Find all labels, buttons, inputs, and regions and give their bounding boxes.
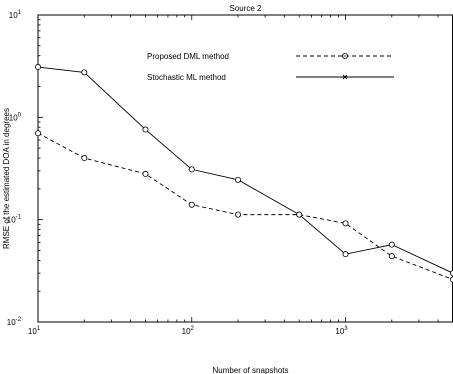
series-1 <box>35 130 453 283</box>
series-2 <box>35 64 453 277</box>
y-axis-label: RMSE of the estimated DOA in degrees <box>2 108 11 249</box>
data-point <box>342 220 349 227</box>
data-point <box>388 241 395 248</box>
data-point <box>235 211 242 218</box>
x-axis-label: Number of snapshots <box>212 366 288 374</box>
legend: Proposed DML method Stochastic ML method <box>147 52 394 82</box>
x-tick-label: 102 <box>182 326 195 336</box>
data-point <box>35 130 42 137</box>
tick-labels: 101 102 103 10-2 10-1 100 101 <box>7 10 349 336</box>
y-tick-label: 10-2 <box>7 317 22 327</box>
ticks <box>37 14 453 323</box>
data-point <box>188 201 195 208</box>
data-point <box>388 253 395 260</box>
data-point <box>296 211 303 218</box>
x-tick-label: 101 <box>28 326 41 336</box>
data-point <box>35 64 42 71</box>
data-point <box>81 69 88 76</box>
data-point <box>235 176 242 183</box>
legend-label: Stochastic ML method <box>147 73 226 82</box>
y-tick-label: 10-1 <box>7 215 22 225</box>
data-point <box>342 251 349 258</box>
data-point <box>142 170 149 177</box>
plot-area <box>37 14 453 323</box>
data-point <box>142 126 149 133</box>
y-tick-label: 100 <box>9 112 22 122</box>
data-point <box>188 166 195 173</box>
chart-title: Source 2 <box>229 4 262 13</box>
legend-label: Proposed DML method <box>147 52 229 61</box>
y-tick-label: 101 <box>9 10 22 20</box>
legend-marker <box>342 74 348 80</box>
series-layer <box>35 64 453 283</box>
x-tick-label: 103 <box>335 326 348 336</box>
data-point <box>81 155 88 162</box>
